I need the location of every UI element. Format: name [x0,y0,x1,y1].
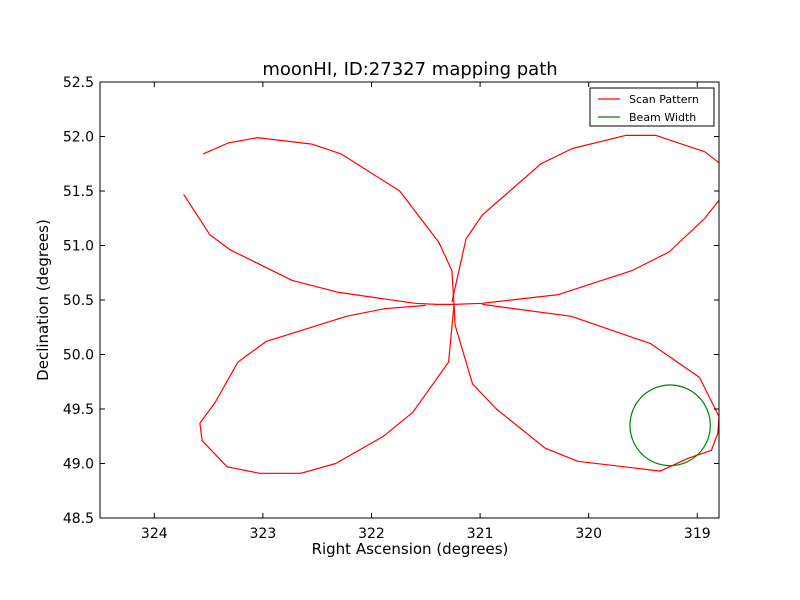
scan-pattern-line-4 [199,304,455,474]
legend-label-beam-width: Beam Width [629,111,696,124]
legend: Scan Pattern Beam Width [589,87,715,127]
y-tick-label: 49.5 [63,402,94,418]
x-axis-ticks: 324 323 322 321 320 319 [141,82,711,542]
y-tick-label: 50.0 [63,348,94,364]
y-axis-label: Declination (degrees) [34,219,52,381]
legend-frame [589,87,715,127]
y-tick-label: 50.5 [63,293,94,309]
plot-series-group [183,134,719,474]
x-axis-label: Right Ascension (degrees) [312,540,509,558]
scan-pattern-line-2 [451,134,719,305]
x-tick-label: 319 [684,526,711,542]
y-tick-label: 51.0 [63,239,94,255]
y-tick-label: 49.0 [63,457,94,473]
scan-pattern-line-1 [183,137,455,305]
legend-label-scan-pattern: Scan Pattern [629,93,699,106]
chart-title: moonHI, ID:27327 mapping path [262,59,557,80]
y-axis-ticks: 48.5 49.0 49.5 50.0 50.5 51.0 51.5 52.0 52.5 [63,75,719,527]
y-tick-label: 52.5 [63,75,94,91]
y-tick-label: 52.0 [63,130,94,146]
x-tick-label: 322 [358,526,385,542]
x-tick-label: 320 [575,526,602,542]
y-tick-label: 51.5 [63,184,94,200]
x-tick-label: 323 [250,526,277,542]
y-tick-label: 48.5 [63,511,94,527]
x-tick-label: 321 [467,526,494,542]
beam-width-circle [629,384,711,467]
x-tick-label: 324 [141,526,168,542]
scan-pattern-line-3 [453,303,719,472]
